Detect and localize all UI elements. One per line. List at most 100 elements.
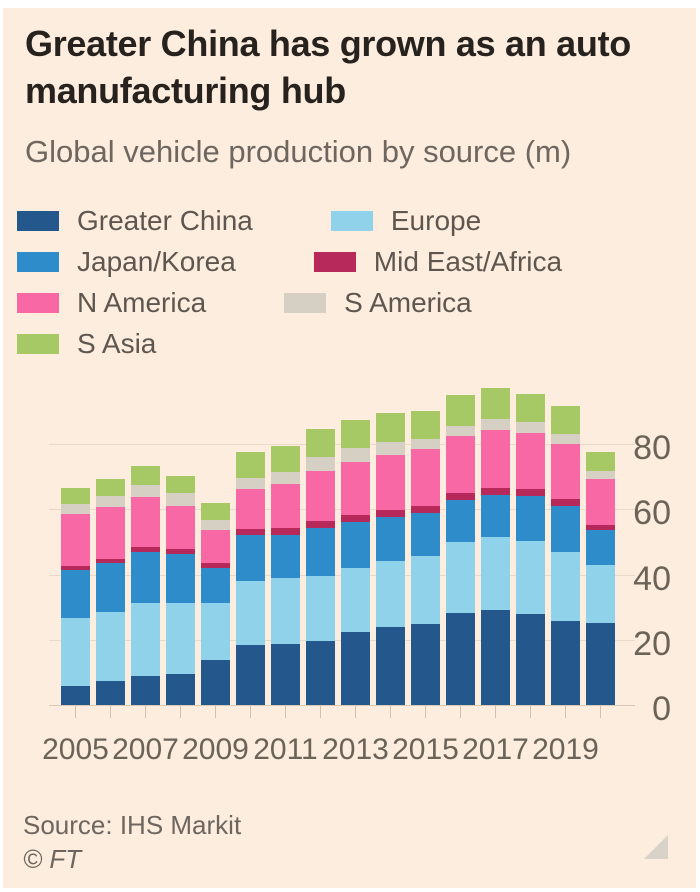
bar-segment-mid-east-africa xyxy=(411,506,440,513)
bar-2019 xyxy=(551,406,580,705)
bar-segment-n-america xyxy=(96,507,125,559)
bar-2020 xyxy=(586,452,615,705)
bar-segment-s-america xyxy=(586,471,615,479)
bar-segment-n-america xyxy=(516,433,545,489)
legend-item-greater-china: Greater China xyxy=(17,205,253,237)
chart-subtitle: Global vehicle production by source (m) xyxy=(25,134,572,169)
bar-segment-greater-china xyxy=(61,686,90,705)
bar-segment-mid-east-africa xyxy=(446,493,475,500)
bar-segment-greater-china xyxy=(236,645,265,705)
legend-item-label: S Asia xyxy=(77,327,157,359)
legend-swatch-icon xyxy=(313,251,356,272)
bar-segment-mid-east-africa xyxy=(131,547,160,552)
bar-segment-s-america xyxy=(96,496,125,507)
bar-segment-greater-china xyxy=(446,613,475,705)
bar-segment-s-asia xyxy=(201,503,230,520)
bar-2017 xyxy=(481,388,510,705)
bar-segment-s-america xyxy=(341,448,370,462)
bar-2009 xyxy=(201,503,230,705)
bar-2013 xyxy=(341,420,370,705)
bar-segment-japan-korea xyxy=(411,513,440,556)
bar-segment-europe xyxy=(586,565,615,623)
bar-2006 xyxy=(96,479,125,705)
legend-swatch-icon xyxy=(330,210,373,231)
bar-segment-europe xyxy=(551,552,580,621)
y-axis-label: 40 xyxy=(633,560,671,598)
gridline-20 xyxy=(49,640,635,641)
bar-segment-n-america xyxy=(306,471,335,521)
bar-segment-mid-east-africa xyxy=(551,499,580,506)
resize-handle-icon xyxy=(644,835,668,859)
bar-segment-n-america xyxy=(376,455,405,510)
bar-segment-s-asia xyxy=(271,446,300,472)
x-axis-tick xyxy=(355,706,356,718)
bar-segment-s-asia xyxy=(446,395,475,426)
bar-segment-greater-china xyxy=(551,621,580,705)
bar-2012 xyxy=(306,429,335,705)
legend-item-label: S America xyxy=(344,286,472,318)
bars-group xyxy=(61,370,615,705)
legend-item-label: Mid East/Africa xyxy=(373,245,563,277)
bar-segment-n-america xyxy=(551,444,580,499)
x-axis-tick xyxy=(530,706,531,718)
bar-segment-n-america xyxy=(411,449,440,506)
legend: Greater China Europe Japan/Korea Mid East/A… xyxy=(17,200,687,364)
x-axis-label: 2013 xyxy=(322,733,389,766)
bar-segment-n-america xyxy=(271,484,300,528)
x-axis-tick xyxy=(495,706,496,718)
bar-segment-japan-korea xyxy=(376,517,405,561)
bar-segment-greater-china xyxy=(411,624,440,705)
bar-segment-mid-east-africa xyxy=(166,549,195,554)
bar-segment-greater-china xyxy=(341,632,370,705)
chart-title-line-2: manufacturing hub xyxy=(25,70,346,111)
bar-segment-japan-korea xyxy=(446,500,475,542)
bar-segment-s-america xyxy=(411,439,440,449)
x-axis-tick xyxy=(285,706,286,718)
legend-swatch-icon xyxy=(17,210,59,231)
chart-title-line-1: Greater China has grown as an auto xyxy=(25,23,631,64)
legend-swatch-icon xyxy=(17,292,59,313)
bar-2016 xyxy=(446,395,475,705)
bar-segment-mid-east-africa xyxy=(271,528,300,535)
bar-segment-s-america xyxy=(446,426,475,436)
legend-item-europe: Europe xyxy=(330,204,482,237)
legend-item-japan-korea: Japan/Korea xyxy=(17,246,236,278)
bar-segment-japan-korea xyxy=(341,522,370,568)
legend-item-label: Europe xyxy=(390,204,482,236)
bar-segment-greater-china xyxy=(271,644,300,705)
x-axis-tick xyxy=(460,706,461,718)
bar-segment-europe xyxy=(446,542,475,613)
x-axis-label: 2009 xyxy=(182,733,249,766)
x-axis-tick xyxy=(110,706,111,718)
x-axis-tick xyxy=(145,706,146,718)
bar-segment-japan-korea xyxy=(551,506,580,552)
bar-segment-s-asia xyxy=(61,488,90,504)
x-axis-label: 2007 xyxy=(112,733,179,766)
bar-segment-s-asia xyxy=(376,413,405,442)
bar-segment-europe xyxy=(271,578,300,644)
x-axis-tick xyxy=(320,706,321,718)
legend-swatch-icon xyxy=(17,251,59,272)
bar-segment-s-asia xyxy=(131,466,160,485)
bar-segment-greater-china xyxy=(201,660,230,705)
bar-segment-s-asia xyxy=(586,452,615,471)
bar-segment-s-america xyxy=(306,457,335,471)
bar-2011 xyxy=(271,446,300,705)
bar-segment-s-asia xyxy=(481,388,510,419)
bar-segment-s-america xyxy=(516,422,545,433)
bar-segment-japan-korea xyxy=(306,528,335,576)
chart-title: Greater China has grown as an auto manuf… xyxy=(25,20,685,114)
bar-segment-s-asia xyxy=(166,476,195,493)
bar-segment-n-america xyxy=(341,462,370,515)
bar-segment-japan-korea xyxy=(96,563,125,612)
bar-segment-greater-china xyxy=(376,627,405,705)
bar-segment-n-america xyxy=(586,479,615,525)
legend-item-n-america: N America xyxy=(17,287,206,319)
bar-segment-s-asia xyxy=(341,420,370,448)
x-axis-tick xyxy=(215,706,216,718)
bar-2014 xyxy=(376,413,405,705)
x-axis-label: 2011 xyxy=(253,733,318,766)
x-axis-tick xyxy=(390,706,391,718)
x-axis-tick xyxy=(565,706,566,718)
source-note: Source: IHS Markit xyxy=(23,810,242,840)
